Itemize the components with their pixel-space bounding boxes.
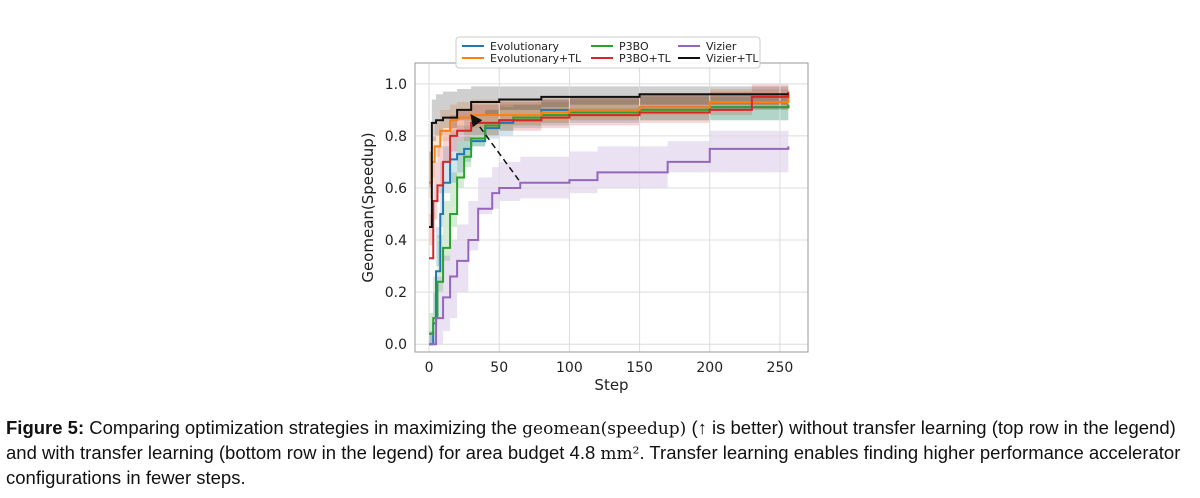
- y-axis-label: Geomean(Speedup): [359, 132, 377, 282]
- caption-text-2: (↑ is better) without transfer learning …: [6, 417, 1176, 463]
- y-tick-label: 0.0: [385, 337, 407, 353]
- figure-caption: Figure 5: Comparing optimization strateg…: [6, 416, 1194, 490]
- caption-unit: mm²: [600, 444, 640, 464]
- series-lines: [429, 91, 790, 346]
- legend: Evolutionary P3BO Vizier Evolutionary+TL P3B…: [455, 36, 761, 69]
- legend-entry: P3BO: [619, 40, 649, 53]
- caption-text-3: . Transfer learning enables finding high…: [6, 442, 1181, 488]
- legend-entry: Vizier: [706, 40, 737, 53]
- x-tick-label: 200: [696, 360, 723, 376]
- line-vizier-tl: [429, 93, 789, 229]
- x-axis-label: Step: [594, 376, 628, 394]
- annotations: [470, 114, 520, 181]
- x-tick-label: 250: [767, 360, 794, 376]
- tick-labels: 0 50 100 150 200 250 0.0 0.2 0.4 0.6 0.8 1.0: [385, 77, 794, 376]
- legend-entry: Evolutionary+TL: [490, 52, 582, 65]
- caption-text-1: Comparing optimization strategies in max…: [84, 417, 523, 438]
- uncertainty-bands: [429, 78, 789, 345]
- band-evolutionary: [429, 94, 789, 345]
- x-tick-label: 100: [556, 360, 583, 376]
- annotation-arrow: [470, 114, 520, 181]
- line-vizier: [429, 146, 790, 346]
- caption-code: geomean(speedup): [522, 419, 687, 439]
- y-tick-label: 0.4: [385, 233, 407, 249]
- caption-label: Figure 5:: [6, 417, 85, 438]
- x-tick-label: 150: [626, 360, 653, 376]
- line-p3bo-tl: [429, 91, 790, 260]
- y-tick-label: 0.2: [385, 285, 407, 301]
- legend-entry: Evolutionary: [490, 40, 560, 53]
- band-p3bo: [429, 94, 789, 345]
- y-tick-label: 0.8: [385, 129, 407, 145]
- band-vizier: [429, 125, 789, 345]
- speedup-chart: 0 50 100 150 200 250 0.0 0.2 0.4 0.6 0.8 1.0 Step G…: [359, 36, 809, 394]
- x-tick-label: 50: [490, 360, 508, 376]
- legend-box: [455, 36, 761, 69]
- legend-entry: P3BO+TL: [619, 52, 672, 65]
- x-tick-label: 0: [425, 360, 434, 376]
- legend-entry: Vizier+TL: [706, 52, 759, 65]
- y-tick-label: 1.0: [385, 77, 407, 93]
- y-tick-label: 0.6: [385, 181, 407, 197]
